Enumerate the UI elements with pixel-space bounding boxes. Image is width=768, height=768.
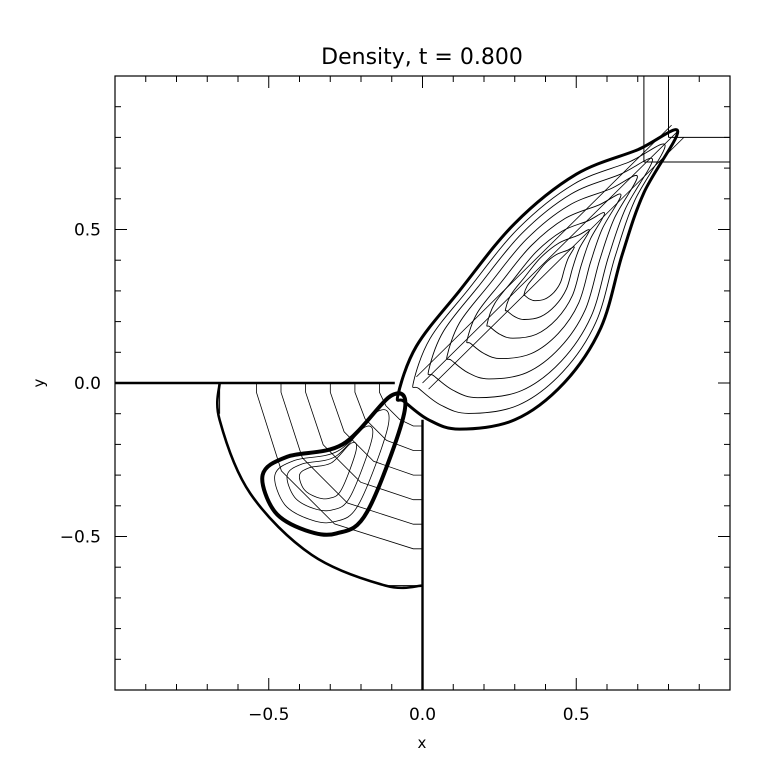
shock-contour <box>427 157 653 399</box>
axis-ticks: −0.5 0.0 0.5 −0.5 0.0 0.5 <box>60 75 731 725</box>
y-tick-label: −0.5 <box>60 528 101 548</box>
y-axis-label: y <box>30 378 48 387</box>
lobe-contour <box>286 425 374 512</box>
contour-lines <box>115 76 730 690</box>
jet-contour <box>428 137 685 390</box>
lobe-shell <box>260 391 408 537</box>
shock-front <box>395 128 680 431</box>
chart-title: Density, t = 0.800 <box>321 45 523 70</box>
wave-contour <box>305 383 423 501</box>
wave-contour <box>379 383 423 427</box>
shock-contour <box>523 246 575 302</box>
y-tick-label: 0.5 <box>74 221 101 241</box>
wave-contour <box>255 383 423 550</box>
plot-frame <box>114 75 731 691</box>
shock-contour <box>486 212 606 339</box>
x-tick-label: −0.5 <box>248 705 289 725</box>
jet-contour <box>416 124 672 378</box>
x-tick-label: 0.0 <box>409 705 436 725</box>
jet-contour <box>422 131 678 384</box>
wave-contour <box>354 383 423 451</box>
shock-contour <box>412 143 666 414</box>
y-tick-label: 0.0 <box>74 374 101 394</box>
lobe-contour <box>274 409 390 524</box>
shock-contour <box>504 229 590 320</box>
shock-contour <box>466 193 622 360</box>
lobe-contour <box>298 441 357 500</box>
wave-contour <box>280 383 423 525</box>
x-axis-label: x <box>418 734 427 752</box>
x-tick-label: 0.5 <box>563 705 590 725</box>
shock-contour <box>446 174 638 380</box>
quarter-wave-front <box>216 382 423 590</box>
wave-contour <box>329 383 423 476</box>
